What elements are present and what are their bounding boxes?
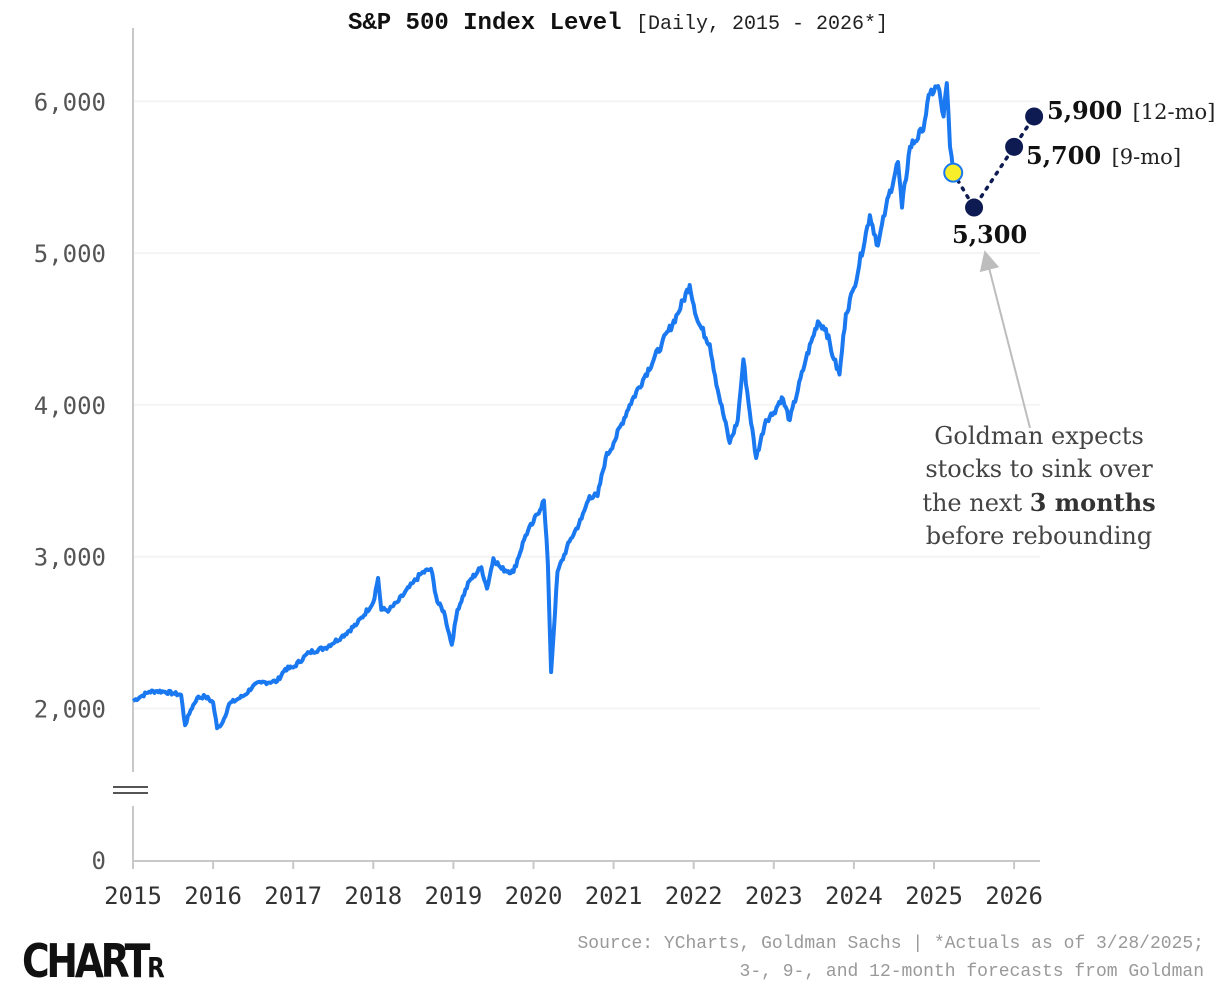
label-9mo-value: 5,700 bbox=[1026, 141, 1101, 170]
y-axis-ticks: 0 2,000 3,000 4,000 5,000 6,000 bbox=[34, 88, 106, 875]
sp500-actual-line bbox=[132, 81, 956, 731]
x-tick-label: 2017 bbox=[264, 882, 322, 910]
y-tick-label: 6,000 bbox=[34, 88, 106, 116]
forecast-3mo-point bbox=[965, 198, 984, 217]
chart-title: S&P 500 Index Level [Daily, 2015 - 2026*… bbox=[0, 10, 1230, 37]
axes bbox=[113, 28, 1040, 862]
x-tick-label: 2023 bbox=[745, 882, 803, 910]
chart-title-subtitle: [Daily, 2015 - 2026*] bbox=[636, 13, 889, 36]
x-tick-label: 2015 bbox=[104, 882, 162, 910]
current-actual-point bbox=[943, 162, 964, 183]
annotation-line-3: the next 3 months bbox=[898, 486, 1180, 520]
source-line-1: Source: YCharts, Goldman Sachs | *Actual… bbox=[577, 934, 1204, 954]
label-3mo-value: 5,300 bbox=[952, 220, 1027, 249]
annotation-emphasis: 3 months bbox=[1029, 488, 1156, 517]
annotation-line-3-text: the next bbox=[922, 489, 1023, 517]
x-tick-label: 2019 bbox=[425, 882, 483, 910]
label-9mo-horizon: [9-mo] bbox=[1112, 145, 1181, 169]
label-12mo: 5,900 [12-mo] bbox=[1047, 96, 1215, 125]
source-note: Source: YCharts, Goldman Sachs | *Actual… bbox=[577, 930, 1204, 986]
chartr-logo: CHARTR bbox=[22, 934, 165, 988]
annotation-line-1: Goldman expects bbox=[934, 422, 1144, 450]
label-9mo: 5,700 [9-mo] bbox=[1026, 141, 1181, 170]
annotation-arrow bbox=[979, 250, 1031, 429]
x-tick-label: 2018 bbox=[344, 882, 402, 910]
y-tick-label: 5,000 bbox=[34, 240, 106, 268]
x-axis-ticks: 2015 2016 2017 2018 2019 2020 2021 2022 2023 2024… bbox=[104, 861, 1043, 910]
x-tick-label: 2026 bbox=[985, 882, 1043, 910]
y-tick-label: 3,000 bbox=[34, 544, 106, 572]
forecast-points bbox=[943, 107, 1044, 217]
annotation-line-4: before rebounding bbox=[925, 522, 1153, 550]
x-tick-label: 2020 bbox=[505, 882, 563, 910]
y-tick-label: 4,000 bbox=[34, 392, 106, 420]
goldman-annotation: Goldman expects stocks to sink over the … bbox=[898, 420, 1180, 553]
forecast-9mo-point bbox=[1005, 137, 1024, 156]
x-tick-label: 2025 bbox=[905, 882, 963, 910]
series-group bbox=[132, 81, 1036, 731]
source-line-2: 3-, 9-, and 12-month forecasts from Gold… bbox=[739, 962, 1204, 982]
x-tick-label: 2024 bbox=[825, 882, 883, 910]
y-tick-label: 0 bbox=[92, 847, 106, 875]
forecast-dotted-line bbox=[951, 114, 1036, 211]
y-tick-label: 2,000 bbox=[34, 696, 106, 724]
chart-title-main: S&P 500 Index Level bbox=[347, 10, 622, 37]
annotation-line-2: stocks to sink over bbox=[925, 455, 1153, 483]
x-tick-label: 2022 bbox=[665, 882, 723, 910]
label-12mo-horizon: [12-mo] bbox=[1133, 100, 1216, 124]
gridlines bbox=[133, 100, 1040, 710]
forecast-12mo-point bbox=[1025, 107, 1044, 126]
logo-main: CHART bbox=[22, 934, 150, 988]
x-tick-label: 2016 bbox=[184, 882, 242, 910]
label-12mo-value: 5,900 bbox=[1047, 96, 1122, 125]
x-tick-label: 2021 bbox=[585, 882, 643, 910]
logo-small: R bbox=[147, 951, 165, 984]
